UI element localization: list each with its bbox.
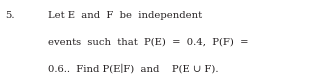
- Text: events  such  that  P(E)  =  0.4,  P(F)  =: events such that P(E) = 0.4, P(F) =: [48, 38, 248, 47]
- Text: 0.6..  Find P(E∣F)  and    P(E ∪ F).: 0.6.. Find P(E∣F) and P(E ∪ F).: [48, 64, 218, 74]
- Text: Let E  and  F  be  independent: Let E and F be independent: [48, 12, 202, 20]
- Text: 5.: 5.: [6, 12, 15, 20]
